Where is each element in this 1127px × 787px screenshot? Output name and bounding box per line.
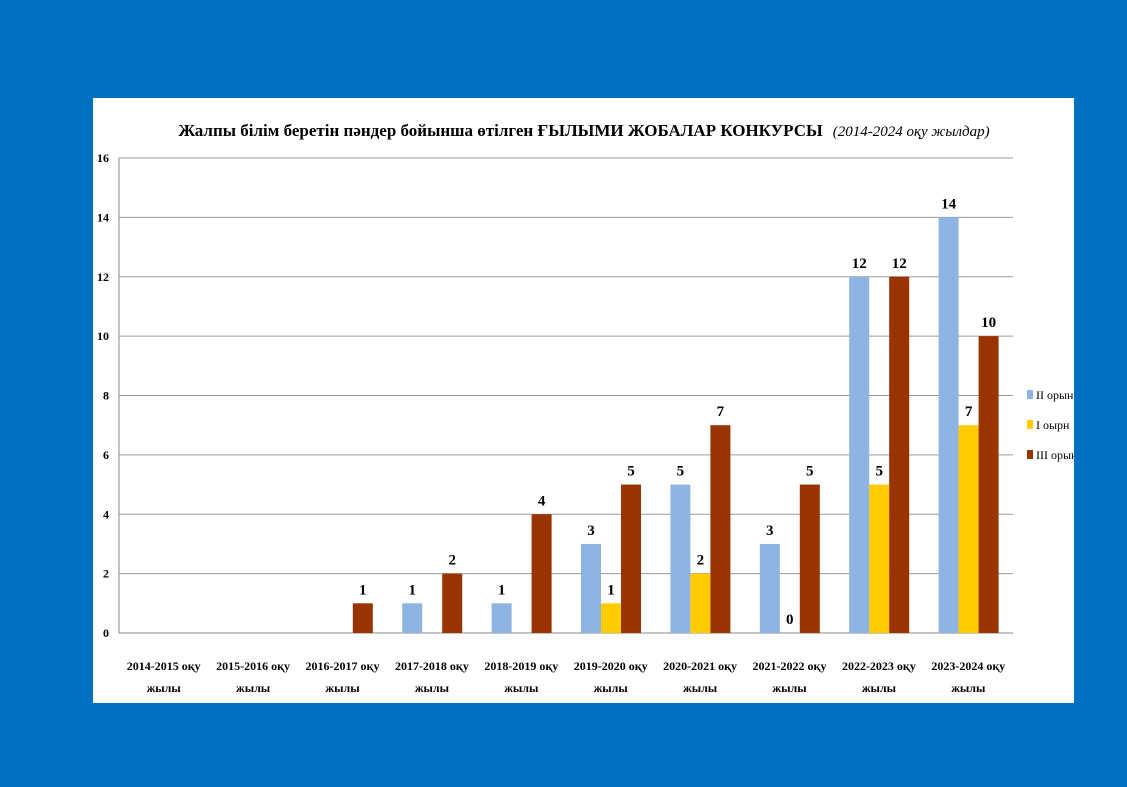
y-tick-label: 16 xyxy=(97,151,109,165)
legend-swatch xyxy=(1027,390,1033,399)
bar xyxy=(442,573,463,633)
y-tick-label: 8 xyxy=(103,389,109,403)
y-tick-label: 14 xyxy=(97,210,109,224)
x-tick-label: 2022-2023 оқу жылы xyxy=(842,659,916,695)
data-label: 7 xyxy=(717,404,725,420)
y-tick-label: 6 xyxy=(103,448,109,462)
bar xyxy=(491,603,512,633)
bar xyxy=(849,276,870,633)
data-label: 3 xyxy=(766,523,774,539)
bar xyxy=(402,603,423,633)
x-tick-label: 2015-2016 оқу жылы xyxy=(216,659,290,695)
bar xyxy=(581,543,601,633)
data-label: 1 xyxy=(359,582,367,598)
y-axis: 0 2 4 6 8 10 12 14 16 xyxy=(97,151,120,640)
y-tick-label: 0 xyxy=(103,626,109,640)
legend-swatch xyxy=(1027,450,1033,459)
bar xyxy=(978,336,999,633)
chart-title: Жалпы білім беретін пәндер бойынша өтілг… xyxy=(178,121,989,140)
chart-title-main: Жалпы білім беретін пәндер бойынша өтілг… xyxy=(178,121,823,140)
x-tick-label: 2014-2015 оқу жылы xyxy=(127,659,201,695)
data-label: 12 xyxy=(892,256,907,272)
chart-panel: Жалпы білім беретін пәндер бойынша өтілг… xyxy=(93,98,1074,703)
data-label: 5 xyxy=(806,464,814,480)
x-tick-label: 2021-2022 оқу жылы xyxy=(753,659,827,695)
bar xyxy=(601,603,621,633)
data-label: 1 xyxy=(607,582,615,598)
gridlines xyxy=(119,157,1013,634)
x-tick-label: 2017-2018 оқу жылы xyxy=(395,659,469,695)
legend-label: II орын xyxy=(1036,388,1074,402)
x-tick-label: 2023-2024 оқу жылы xyxy=(931,659,1005,695)
bar xyxy=(889,276,910,633)
y-tick-label: 4 xyxy=(103,507,109,521)
data-label: 0 xyxy=(786,612,794,628)
y-tick-label: 12 xyxy=(97,270,109,284)
legend-swatch xyxy=(1027,420,1033,429)
data-label: 10 xyxy=(981,315,996,331)
data-label: 14 xyxy=(941,196,957,212)
bar xyxy=(621,484,641,633)
data-label: 5 xyxy=(677,464,685,480)
bar xyxy=(938,217,959,633)
data-label: 5 xyxy=(875,464,883,480)
data-label: 5 xyxy=(627,464,635,480)
bar xyxy=(690,573,711,633)
data-label: 2 xyxy=(448,553,456,569)
x-axis: 2014-2015 оқу жылы 2015-2016 оқу жылы 2016-2… xyxy=(127,659,1006,695)
y-tick-label: 2 xyxy=(103,567,109,581)
bar xyxy=(531,514,552,633)
data-label: 3 xyxy=(587,523,595,539)
legend: II орын I оырн III орын xyxy=(1027,388,1074,462)
data-label: 7 xyxy=(965,404,973,420)
bar xyxy=(352,603,373,633)
data-label: 1 xyxy=(498,582,506,598)
legend-label: I оырн xyxy=(1036,418,1070,432)
x-tick-label: 2019-2020 оқу жылы xyxy=(574,659,648,695)
chart-subtitle: (2014-2024 оқу жылдар) xyxy=(833,124,990,140)
bar xyxy=(759,543,780,633)
bar xyxy=(799,484,820,633)
bar-chart: Жалпы білім беретін пәндер бойынша өтілг… xyxy=(97,121,1074,695)
x-tick-label: 2018-2019 оқу жылы xyxy=(484,659,558,695)
x-tick-label: 2020-2021 оқу жылы xyxy=(663,659,737,695)
data-label: 2 xyxy=(697,553,705,569)
data-label: 4 xyxy=(538,493,546,509)
bar xyxy=(710,425,731,633)
legend-label: III орын xyxy=(1036,448,1074,462)
y-tick-label: 10 xyxy=(97,329,109,343)
bar xyxy=(670,484,691,633)
x-tick-label: 2016-2017 оқу жылы xyxy=(306,659,380,695)
bar xyxy=(869,484,890,633)
data-label: 1 xyxy=(408,582,416,598)
bar xyxy=(958,425,979,633)
data-label: 12 xyxy=(852,256,867,272)
